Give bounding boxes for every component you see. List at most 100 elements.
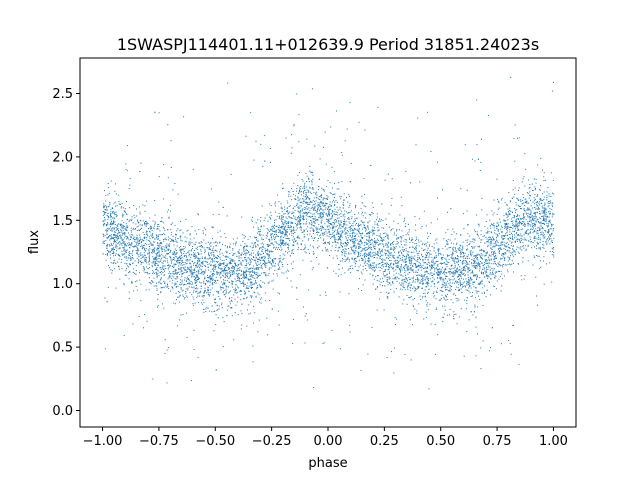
- data-point: [471, 295, 473, 297]
- data-point: [403, 244, 405, 246]
- data-point: [514, 215, 515, 217]
- data-point: [535, 228, 537, 230]
- data-point: [402, 286, 404, 288]
- data-point: [201, 295, 203, 297]
- data-point: [485, 236, 487, 238]
- data-point: [539, 213, 541, 214]
- data-point: [424, 249, 426, 251]
- data-point: [335, 246, 337, 248]
- data-point: [468, 278, 470, 280]
- data-point: [127, 226, 129, 228]
- data-point: [259, 258, 261, 260]
- data-point: [394, 232, 395, 234]
- data-point: [133, 246, 135, 248]
- data-point: [253, 291, 255, 293]
- data-point: [266, 317, 268, 319]
- data-point: [126, 245, 128, 247]
- data-point: [275, 219, 277, 221]
- data-point: [488, 262, 490, 264]
- data-point: [504, 249, 506, 250]
- data-point: [397, 259, 399, 261]
- data-point: [415, 259, 417, 261]
- data-point: [456, 282, 458, 284]
- data-point: [539, 229, 541, 231]
- data-point: [449, 287, 451, 289]
- data-point: [447, 256, 449, 258]
- data-point: [464, 268, 466, 270]
- data-point: [320, 220, 322, 222]
- data-point: [109, 245, 111, 247]
- data-point: [309, 186, 311, 188]
- data-point: [299, 223, 301, 225]
- data-point: [174, 259, 176, 261]
- data-point: [508, 247, 510, 248]
- data-point: [123, 222, 125, 224]
- data-point: [317, 240, 319, 242]
- data-point: [314, 145, 316, 147]
- data-point: [119, 248, 121, 249]
- data-point: [329, 208, 331, 210]
- data-point: [529, 232, 531, 234]
- data-point: [379, 257, 381, 259]
- data-point: [108, 250, 110, 252]
- data-point: [427, 237, 428, 239]
- data-point: [464, 262, 466, 264]
- data-point: [297, 206, 299, 208]
- data-point: [514, 225, 516, 226]
- data-point: [508, 238, 509, 240]
- data-point: [288, 206, 290, 207]
- data-point: [123, 241, 125, 243]
- data-point: [118, 200, 120, 202]
- data-point: [185, 253, 187, 254]
- data-point: [492, 214, 494, 216]
- data-point: [120, 223, 122, 225]
- data-point: [379, 284, 381, 286]
- data-point: [365, 232, 367, 234]
- data-point: [548, 195, 550, 197]
- data-point: [385, 242, 387, 244]
- data-point: [372, 231, 374, 232]
- data-point: [328, 241, 330, 243]
- data-point: [518, 363, 520, 365]
- data-point: [476, 233, 478, 235]
- data-point: [113, 202, 115, 204]
- data-point: [451, 242, 452, 244]
- data-point: [539, 198, 541, 200]
- data-point: [519, 215, 521, 217]
- data-point: [245, 246, 247, 247]
- data-point: [290, 231, 292, 233]
- data-point: [503, 248, 505, 250]
- data-point: [392, 281, 394, 282]
- data-point: [394, 278, 396, 280]
- data-point: [400, 274, 402, 276]
- data-point: [269, 250, 271, 252]
- data-point: [225, 265, 227, 266]
- data-point: [260, 243, 262, 245]
- data-point: [531, 183, 533, 185]
- data-point: [494, 242, 496, 244]
- data-point: [398, 278, 400, 280]
- data-point: [388, 276, 390, 278]
- data-point: [522, 178, 524, 180]
- data-point: [398, 251, 400, 253]
- data-point: [317, 231, 319, 233]
- data-point: [293, 226, 295, 228]
- data-point: [319, 235, 320, 237]
- data-point: [478, 283, 480, 285]
- data-point: [106, 231, 108, 233]
- data-point: [386, 296, 388, 298]
- data-point: [291, 232, 293, 234]
- data-point: [322, 203, 324, 205]
- data-point: [517, 238, 519, 240]
- data-point: [224, 233, 226, 235]
- data-point: [200, 269, 202, 271]
- data-point: [234, 253, 236, 255]
- data-point: [149, 267, 150, 269]
- data-point: [516, 241, 518, 242]
- data-point: [244, 272, 246, 274]
- data-point: [296, 219, 298, 221]
- data-point: [308, 190, 310, 192]
- data-point: [253, 283, 255, 284]
- data-point: [117, 228, 119, 230]
- data-point: [356, 270, 358, 271]
